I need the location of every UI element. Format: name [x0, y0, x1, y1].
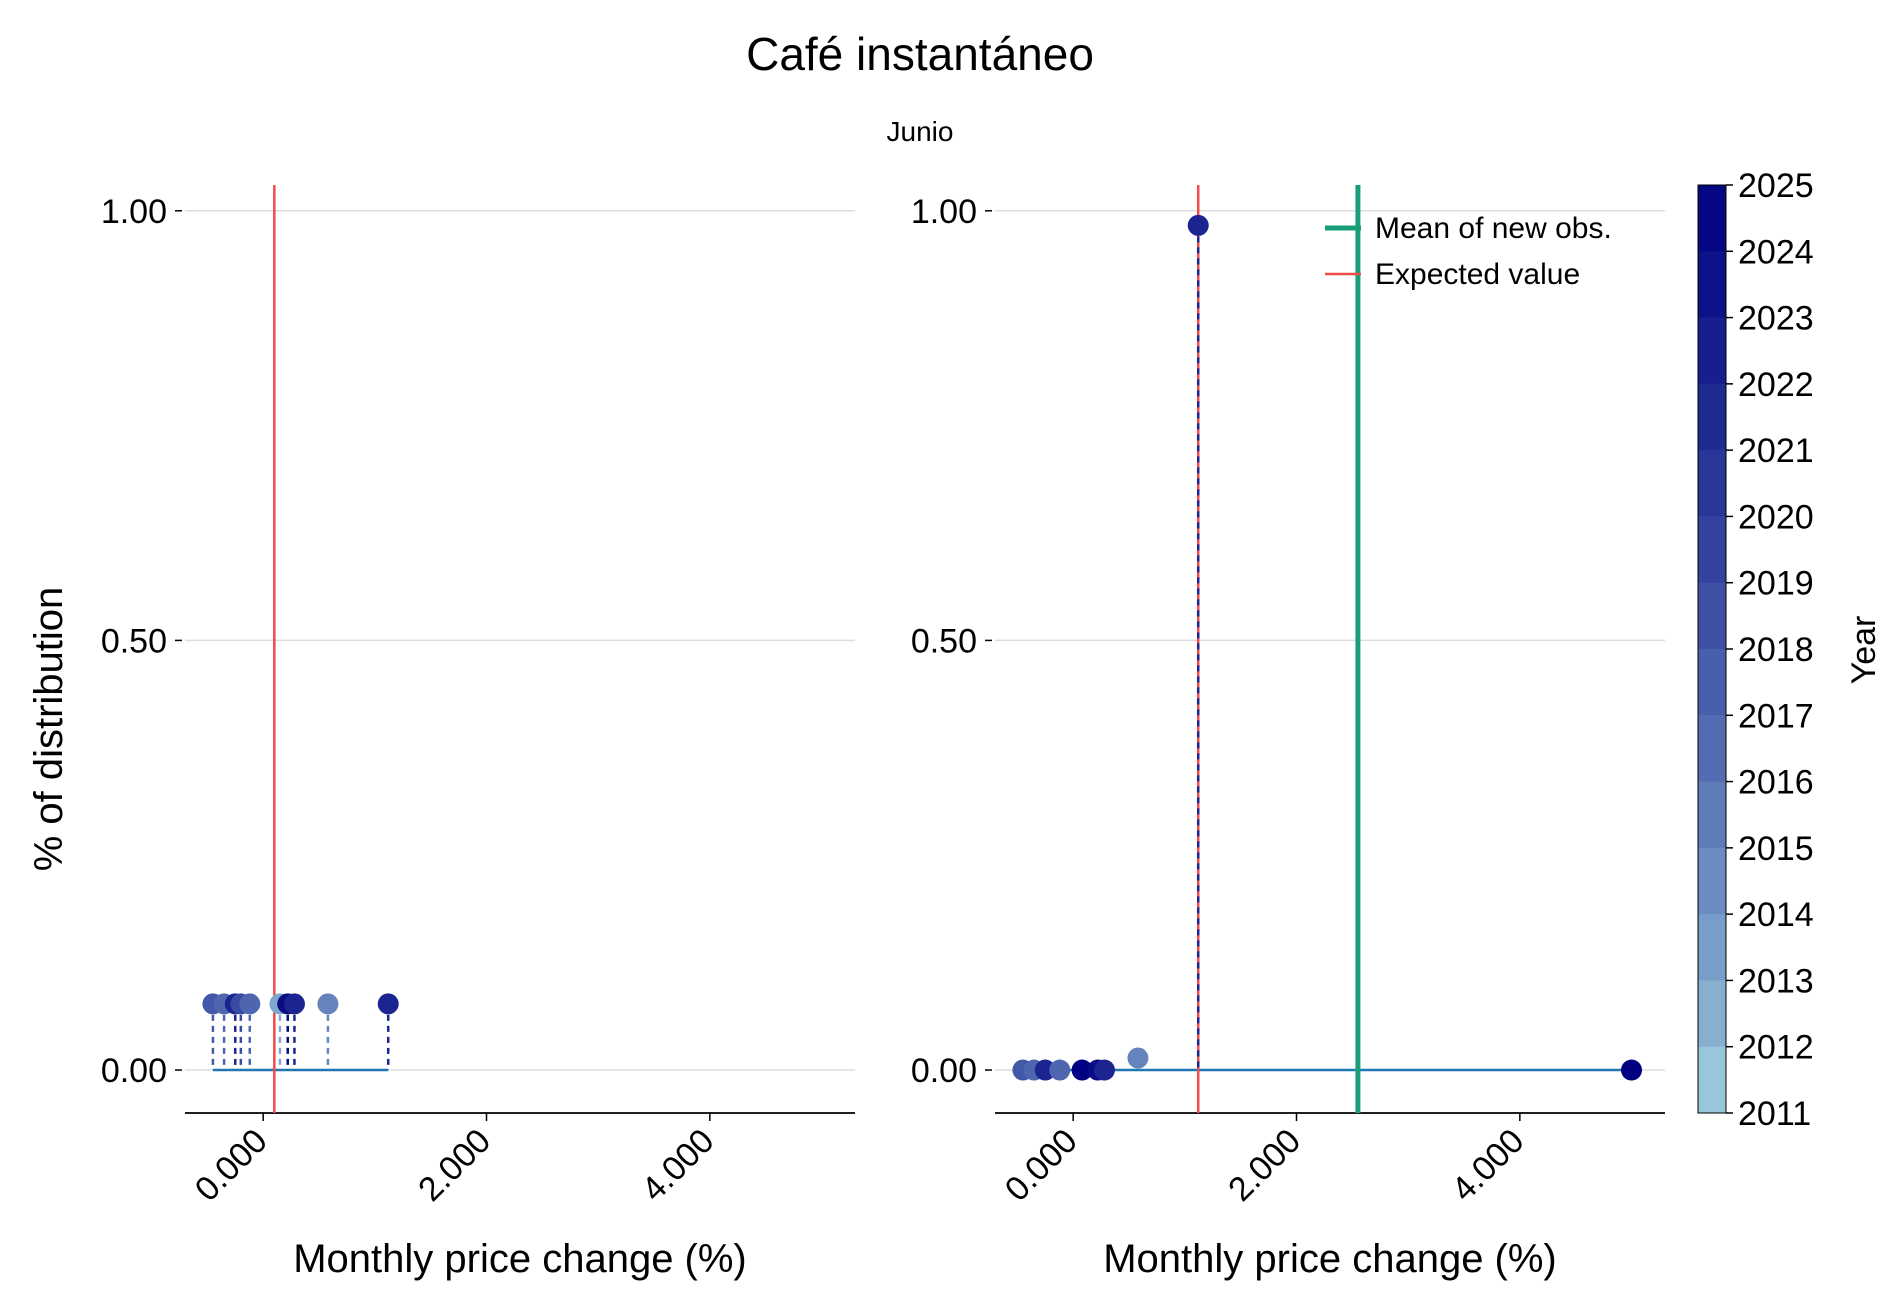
x-tick-label: 0.000 — [998, 1122, 1085, 1209]
colorbar-tick-label: 2025 — [1738, 167, 1814, 205]
panel-2: 0.00 0.50 1.00 0.000 2.000 4.000 Monthly price… — [911, 185, 1665, 1281]
data-point — [1034, 1059, 1056, 1081]
colorbar-segment — [1698, 715, 1726, 783]
colorbar-tick-label: 2022 — [1738, 366, 1814, 404]
colorbar-label: Year — [1845, 616, 1883, 685]
data-point — [1049, 1059, 1071, 1081]
panel-1: 0.00 0.50 1.00 0.000 2.000 4.000 Monthly price… — [27, 185, 855, 1281]
colorbar-segment — [1698, 450, 1726, 517]
colorbar-segment — [1698, 516, 1726, 584]
colorbar-tick-label: 2021 — [1738, 432, 1814, 470]
colorbar-tick-label: 2023 — [1738, 300, 1814, 338]
data-point — [377, 993, 399, 1015]
legend: Mean of new obs. Expected value — [1325, 212, 1612, 291]
chart-title: Café instantáneo — [746, 28, 1094, 80]
colorbar-segment — [1698, 781, 1726, 849]
colorbar-segment — [1698, 847, 1726, 915]
colorbar-tick-label: 2018 — [1738, 631, 1814, 669]
data-point — [1187, 214, 1209, 236]
panels-group: 0.00 0.50 1.00 0.000 2.000 4.000 Monthly price… — [27, 185, 1665, 1281]
y-tick-label: 0.50 — [911, 622, 977, 660]
colorbar-tick-label: 2015 — [1738, 830, 1814, 868]
colorbar-segment — [1698, 185, 1726, 252]
legend-label: Mean of new obs. — [1375, 212, 1612, 245]
colorbar-tick-label: 2019 — [1738, 565, 1814, 603]
data-point — [1127, 1047, 1149, 1069]
data-point — [1621, 1059, 1642, 1081]
x-tick-label: 2.000 — [1221, 1122, 1308, 1209]
x-tick-label: 0.000 — [188, 1122, 275, 1209]
colorbar-tick-label: 2013 — [1738, 962, 1814, 1000]
colorbar-segment — [1698, 317, 1726, 385]
colorbar: 2025 2024 2023 2022 2021 2020 2019 2018 2017 2016… — [1697, 167, 1883, 1133]
chart-subtitle: Junio — [887, 116, 954, 147]
data-point — [1093, 1059, 1115, 1081]
colorbar-tick-label: 2020 — [1738, 498, 1814, 536]
colorbar-tick-label: 2017 — [1738, 697, 1814, 735]
colorbar-tick-label: 2011 — [1738, 1095, 1811, 1133]
y-tick-label: 0.00 — [911, 1052, 977, 1090]
y-tick-label: 0.50 — [101, 622, 167, 660]
colorbar-segment — [1698, 1046, 1726, 1114]
colorbar-segment — [1698, 582, 1726, 650]
colorbar-segment — [1698, 649, 1726, 716]
data-point — [1071, 1059, 1093, 1081]
x-tick-label: 4.000 — [634, 1122, 721, 1209]
colorbar-tick-label: 2012 — [1738, 1029, 1814, 1067]
colorbar-tick-label: 2014 — [1738, 896, 1814, 934]
y-tick-label: 1.00 — [911, 193, 977, 231]
data-point — [317, 993, 339, 1015]
colorbar-segment — [1698, 914, 1726, 981]
colorbar-tick-label: 2016 — [1738, 764, 1814, 802]
legend-label: Expected value — [1375, 258, 1580, 291]
x-tick-label: 4.000 — [1444, 1122, 1531, 1209]
y-tick-label: 1.00 — [101, 193, 167, 231]
colorbar-segment — [1698, 980, 1726, 1048]
colorbar-segment — [1698, 383, 1726, 451]
x-axis-label: Monthly price change (%) — [1103, 1237, 1557, 1281]
colorbar-tick-label: 2024 — [1738, 233, 1814, 271]
colorbar-segment — [1698, 251, 1726, 319]
x-tick-label: 2.000 — [411, 1122, 498, 1209]
y-axis-label: % of distribution — [27, 587, 71, 872]
data-point — [283, 993, 305, 1015]
data-point — [239, 993, 261, 1015]
x-axis-label: Monthly price change (%) — [293, 1237, 747, 1281]
y-tick-label: 0.00 — [101, 1052, 167, 1090]
